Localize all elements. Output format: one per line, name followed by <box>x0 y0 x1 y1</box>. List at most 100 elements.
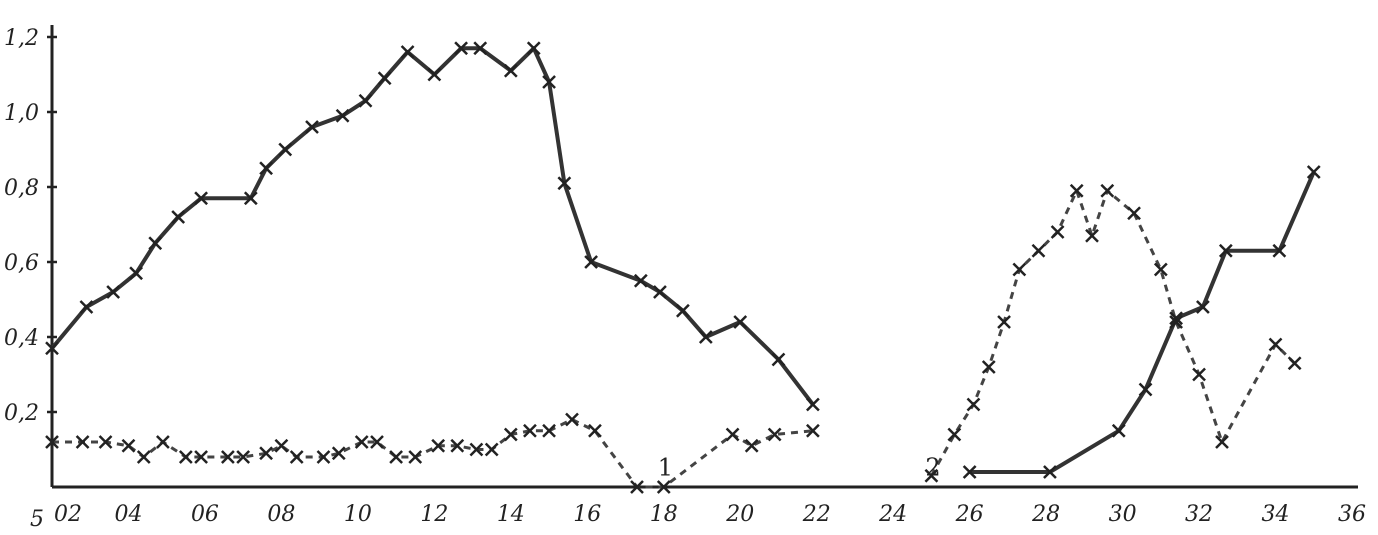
point-cross-stroke <box>155 435 170 449</box>
series-1-point <box>278 142 293 157</box>
series-1-point <box>675 303 690 318</box>
series-1-point <box>400 45 415 59</box>
series-2-point <box>1050 225 1065 239</box>
x-tick-label: 18 <box>650 502 678 527</box>
point-cross-stroke <box>98 435 113 449</box>
point-cross-stroke <box>656 480 671 494</box>
point-cross-stroke <box>171 210 186 224</box>
point-cross-stroke <box>331 446 346 461</box>
point-cross-stroke <box>400 45 415 59</box>
point-cross-stroke <box>45 435 59 449</box>
x-tick-label: 20 <box>725 502 754 527</box>
series-2-point <box>469 442 484 457</box>
series-2-point <box>1192 367 1206 382</box>
series-1-point <box>733 315 748 329</box>
series-2-point <box>1169 315 1184 329</box>
point-cross-stroke <box>966 397 981 412</box>
series-2-point <box>1127 206 1141 221</box>
point-cross-stroke <box>1012 262 1027 277</box>
series-2-point <box>121 438 136 453</box>
y-tick-label: 0,6 <box>4 251 39 276</box>
point-cross-stroke <box>450 438 465 453</box>
point-cross-stroke <box>408 450 423 464</box>
series-2-point <box>542 423 556 438</box>
y-tick-label: 0,8 <box>4 176 39 201</box>
series-2-point <box>389 450 404 464</box>
point-cross-stroke <box>981 360 996 374</box>
series-1-point <box>1169 311 1184 326</box>
point-cross-stroke <box>744 438 759 453</box>
point-cross-stroke <box>79 300 94 314</box>
series-2-point <box>966 397 981 412</box>
point-cross-stroke <box>542 423 556 438</box>
point-cross-stroke <box>484 442 499 457</box>
point-cross-stroke <box>584 255 599 269</box>
point-cross-stroke <box>523 423 537 438</box>
series-1-point <box>427 67 442 82</box>
series-2-point <box>924 468 939 483</box>
point-cross-stroke <box>1127 206 1141 221</box>
series-2-point <box>289 450 304 464</box>
series-2-point <box>630 480 644 494</box>
series-number-label: 2 <box>925 454 940 482</box>
point-cross-stroke <box>1215 435 1229 449</box>
point-cross-stroke <box>698 330 713 344</box>
y-tick-label: 1,0 <box>4 101 39 126</box>
series-2-point <box>45 435 59 449</box>
point-cross-stroke <box>178 450 193 464</box>
y-tick-label: 0,4 <box>4 326 39 351</box>
series-2-point <box>178 450 193 464</box>
point-cross-stroke <box>358 93 373 108</box>
point-cross-stroke <box>630 480 644 494</box>
series-1-point <box>1195 300 1210 314</box>
point-cross-stroke <box>767 427 782 442</box>
series-2-point <box>1287 356 1302 371</box>
series-2-point <box>981 360 996 374</box>
series-2-point <box>588 423 602 438</box>
point-cross-stroke <box>805 423 820 438</box>
point-cross-stroke <box>588 423 602 438</box>
series-2-point <box>75 435 90 449</box>
series-1-point <box>148 236 163 251</box>
series-2-point <box>805 423 820 438</box>
series-1-point <box>805 397 820 412</box>
point-cross-stroke <box>194 191 209 206</box>
series-2-point <box>331 446 346 461</box>
series-2-point <box>431 438 446 453</box>
series-markers <box>45 41 1321 494</box>
series-2-point <box>656 480 671 494</box>
series-2-point <box>947 427 962 442</box>
point-cross-stroke <box>106 285 121 299</box>
series-2-point <box>1153 262 1168 277</box>
series-1-point <box>305 120 319 134</box>
point-cross-stroke <box>1169 315 1184 329</box>
series-2-point <box>1100 183 1115 198</box>
series-1-point <box>358 93 373 108</box>
point-cross-stroke <box>370 435 384 449</box>
point-cross-stroke <box>148 236 163 251</box>
point-cross-stroke <box>1169 311 1184 326</box>
point-cross-stroke <box>454 41 469 56</box>
point-cross-stroke <box>1153 262 1168 277</box>
point-cross-stroke <box>633 273 648 288</box>
point-cross-stroke <box>469 442 484 457</box>
point-cross-stroke <box>542 75 556 89</box>
x-tick-label: 30 <box>1109 502 1137 527</box>
series-2-point <box>155 435 170 449</box>
series-number-label: 1 <box>658 454 673 482</box>
series-2-point <box>450 438 465 453</box>
point-cross-stroke <box>377 71 392 86</box>
point-cross-stroke <box>503 63 518 78</box>
point-cross-stroke <box>771 352 786 367</box>
x-tick-label: 32 <box>1185 502 1213 527</box>
point-cross-stroke <box>1031 243 1046 258</box>
point-cross-stroke <box>1287 356 1302 371</box>
point-cross-stroke <box>1085 228 1099 243</box>
series-1-point <box>45 341 59 356</box>
series-1-point <box>129 266 144 281</box>
series-1-point <box>962 465 977 479</box>
y-tick-label: 1,2 <box>4 26 39 51</box>
point-cross-stroke <box>75 435 90 449</box>
series-1-point <box>335 108 350 123</box>
